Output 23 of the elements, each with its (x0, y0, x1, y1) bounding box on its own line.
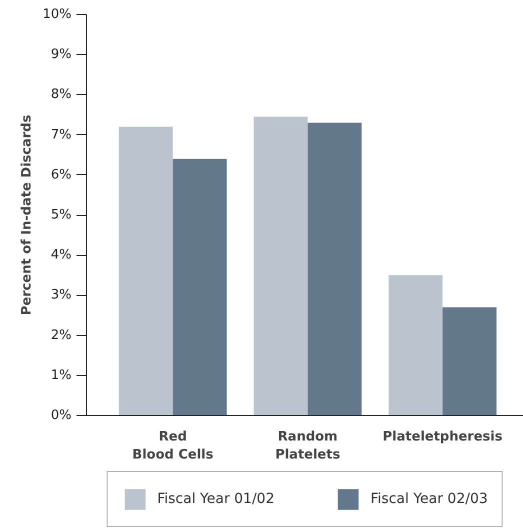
legend-label: Fiscal Year 01/02 (157, 491, 274, 507)
y-tick-label: 8% (50, 87, 72, 102)
bar (442, 307, 497, 416)
y-tick-label: 6% (50, 167, 72, 182)
y-tick-label: 2% (50, 328, 72, 343)
legend-label: Fiscal Year 02/03 (370, 491, 488, 507)
bar (118, 126, 173, 416)
y-tick-label: 1% (50, 368, 72, 383)
bar (254, 116, 308, 416)
y-tick-label: 5% (50, 208, 72, 222)
y-tick-label: 10% (42, 7, 72, 22)
bar (308, 122, 362, 416)
y-axis-title: Percent of In-date Discards (20, 114, 35, 316)
y-tick-label: 3% (50, 288, 72, 303)
x-tick-label: Random Platelets (275, 430, 340, 462)
y-tick-label: 7% (50, 127, 72, 142)
y-tick-label: 9% (50, 47, 72, 62)
bar (388, 275, 443, 416)
x-tick-label: Plateletpheresis (382, 430, 503, 444)
y-tick-label: 0% (50, 408, 72, 423)
bar (172, 158, 227, 416)
y-tick-label: 4% (50, 248, 72, 263)
x-tick-label: Red Blood Cells (132, 430, 214, 462)
